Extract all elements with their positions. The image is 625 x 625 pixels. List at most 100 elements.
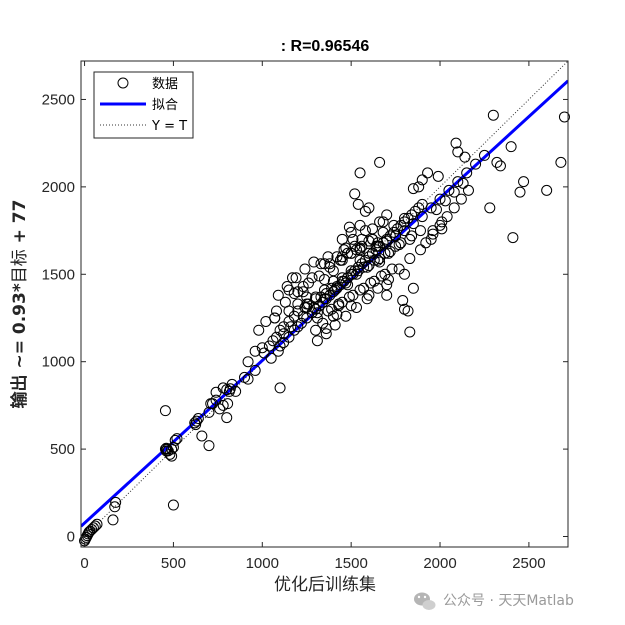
data-point: [455, 193, 467, 205]
data-point: [167, 499, 179, 511]
data-point: [279, 296, 291, 308]
y-axis-ticks: 0 500 1000 1500 2000 2500: [42, 91, 568, 546]
data-point: [416, 174, 428, 186]
data-point: [310, 324, 322, 336]
data-point: [386, 263, 398, 275]
x-tick-label: 2500: [512, 555, 545, 572]
legend-label-identity: Y = T: [151, 119, 187, 134]
data-point: [352, 198, 364, 210]
data-point: [409, 205, 421, 217]
data-point: [327, 265, 339, 277]
data-point: [416, 211, 428, 223]
data-point: [398, 212, 410, 224]
data-point: [514, 186, 526, 198]
data-point: [331, 308, 343, 320]
legend-label-fit: 拟合: [152, 98, 178, 113]
data-point: [377, 216, 389, 228]
data-point: [278, 328, 290, 340]
data-point: [89, 520, 101, 532]
x-axis-ticks: 0 500 1000 1500 2000 2500: [80, 61, 546, 572]
data-point: [166, 443, 178, 455]
data-point: [340, 242, 352, 254]
data-point: [425, 233, 437, 245]
data-point: [457, 177, 469, 189]
data-point: [414, 244, 426, 256]
data-point: [214, 403, 226, 415]
legend-label-data: 数据: [152, 77, 178, 92]
x-tick-label: 2000: [423, 555, 456, 572]
chart-title: : R=0.96546: [281, 38, 370, 55]
data-point: [518, 176, 530, 188]
data-point: [420, 237, 432, 249]
data-point: [292, 321, 304, 333]
data-point: [190, 419, 202, 431]
data-point: [159, 443, 171, 455]
data-point: [379, 247, 391, 259]
data-point: [359, 225, 371, 237]
data-point: [359, 205, 371, 217]
data-point: [326, 282, 338, 294]
y-axis-label-target: 目标: [10, 249, 30, 283]
x-tick-label: 0: [80, 555, 88, 572]
data-point: [271, 305, 283, 317]
data-point: [278, 321, 290, 333]
data-point: [159, 405, 171, 417]
data-point: [450, 137, 462, 149]
data-point: [407, 183, 419, 195]
data-point: [461, 167, 473, 179]
watermark-text: 公众号 · 天天Matlab: [443, 593, 574, 609]
data-point: [347, 233, 359, 245]
data-point: [404, 233, 416, 245]
data-point: [271, 331, 283, 343]
legend-marker-data: [117, 77, 129, 89]
data-point: [308, 256, 320, 268]
data-point: [459, 151, 471, 163]
data-point: [452, 176, 464, 188]
data-point: [288, 324, 300, 336]
data-point: [374, 216, 386, 228]
data-point: [317, 317, 329, 329]
data-point: [107, 514, 119, 526]
data-point: [374, 156, 386, 168]
data-point: [425, 202, 437, 214]
data-point: [448, 186, 460, 198]
data-point: [391, 223, 403, 235]
y-tick-label: 1000: [42, 354, 75, 371]
y-tick-label: 2000: [42, 179, 75, 196]
data-point: [343, 221, 355, 233]
data-point: [448, 202, 460, 214]
y-axis-label-suffix: + 77: [10, 200, 30, 250]
data-point: [350, 244, 362, 256]
plot-area: [79, 60, 570, 548]
data-point: [452, 146, 464, 158]
data-point: [404, 326, 416, 338]
data-point: [381, 209, 393, 221]
data-point: [345, 300, 357, 312]
data-point: [324, 258, 336, 270]
data-point: [358, 261, 370, 273]
data-point: [297, 281, 309, 293]
data-point: [381, 289, 393, 301]
data-point: [109, 501, 121, 513]
data-point: [350, 302, 362, 313]
data-point: [110, 496, 122, 508]
y-tick-label: 2500: [42, 91, 75, 108]
data-point: [505, 141, 517, 153]
data-point: [414, 225, 426, 237]
data-point: [372, 282, 384, 294]
data-point: [83, 526, 95, 538]
data-point: [166, 450, 178, 462]
y-tick-label: 0: [67, 529, 75, 546]
data-point: [366, 233, 378, 245]
data-point: [283, 331, 295, 343]
data-point: [258, 347, 270, 359]
data-point: [402, 305, 414, 317]
data-point: [217, 382, 229, 394]
data-point: [336, 275, 348, 287]
data-point: [253, 324, 265, 336]
data-point: [372, 254, 384, 266]
data-point: [288, 288, 300, 300]
data-point: [507, 232, 519, 244]
data-point: [478, 149, 490, 161]
